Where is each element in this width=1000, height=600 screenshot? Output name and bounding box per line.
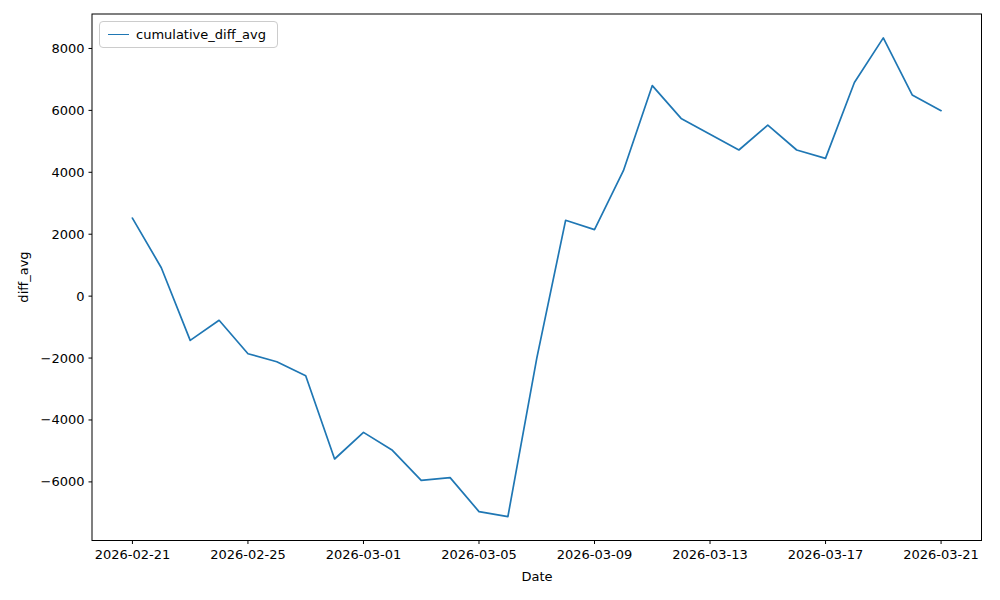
line-chart: Date diff_avg 2026-02-212026-02-252026-0… (0, 0, 1000, 600)
y-tick-label: 8000 (51, 41, 84, 56)
x-tick-label: 2026-02-21 (95, 547, 171, 562)
legend-line-sample-icon (108, 34, 129, 35)
y-axis-label: diff_avg (16, 251, 31, 302)
y-tick-label: −2000 (41, 351, 85, 366)
x-tick-label: 2026-03-13 (672, 547, 748, 562)
plot-frame (92, 14, 982, 541)
y-tick-label: −4000 (41, 412, 85, 427)
y-tick-label: 6000 (51, 103, 84, 118)
x-tick-label: 2026-03-21 (903, 547, 979, 562)
y-tick-label: −6000 (41, 474, 85, 489)
x-tick-label: 2026-03-09 (557, 547, 633, 562)
figure: Date diff_avg 2026-02-212026-02-252026-0… (0, 0, 1000, 600)
legend-label: cumulative_diff_avg (136, 26, 266, 43)
y-tick-label: 0 (76, 289, 84, 304)
data-line-cumulative-diff-avg (132, 38, 941, 517)
x-axis-ticks: 2026-02-21 2026-02-25 2026-03-01 2026-03-05… (95, 541, 979, 563)
y-axis-ticks: 8000 6000 4000 2000 0 −2000 −4000 −6000 (41, 41, 92, 489)
y-tick-label: 4000 (51, 165, 84, 180)
x-tick-label: 2026-02-25 (210, 547, 286, 562)
y-tick-label: 2000 (51, 227, 84, 242)
x-axis-label: Date (521, 569, 552, 584)
x-tick-label: 2026-03-17 (788, 547, 864, 562)
legend: cumulative_diff_avg (99, 21, 278, 48)
x-tick-label: 2026-03-05 (441, 547, 517, 562)
x-tick-label: 2026-03-01 (326, 547, 402, 562)
